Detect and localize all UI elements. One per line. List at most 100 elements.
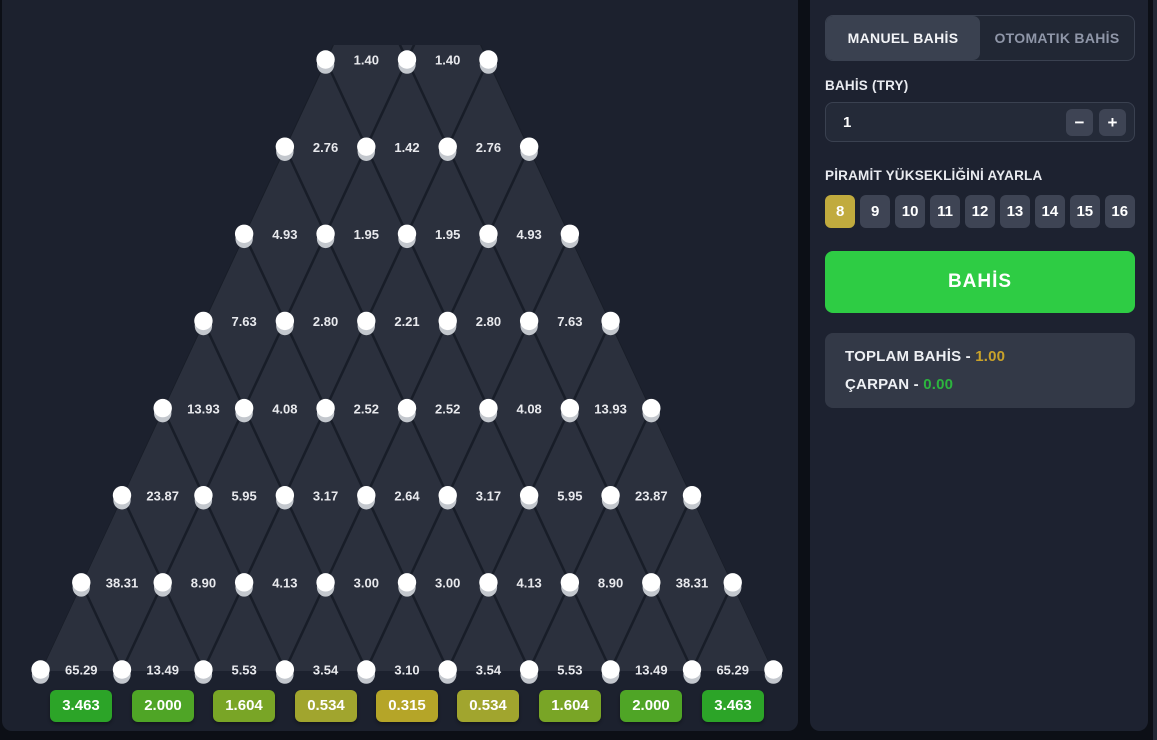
- multiplier-label: 2.80: [313, 314, 338, 329]
- slot-multiplier: 1.604: [539, 690, 601, 722]
- multiplier-label: 4.08: [516, 401, 541, 416]
- peg: [438, 311, 457, 336]
- peg: [72, 573, 91, 597]
- bet-amount-input[interactable]: [826, 112, 1060, 132]
- peg: [275, 137, 295, 161]
- peg: [234, 224, 254, 249]
- peg: [234, 398, 254, 423]
- multiplier-label: 4.13: [272, 576, 297, 591]
- peg: [479, 224, 498, 249]
- multiplier-label: 1.40: [354, 53, 379, 68]
- multiplier-line: ÇARPAN - 0.00: [845, 376, 1115, 393]
- bet-increase-button[interactable]: +: [1099, 108, 1126, 136]
- peg: [357, 660, 376, 684]
- peg: [682, 660, 702, 684]
- height-option-11[interactable]: 11: [929, 195, 961, 228]
- peg: [275, 311, 295, 336]
- peg: [519, 137, 539, 161]
- peg: [601, 486, 620, 510]
- slot-multiplier: 1.604: [213, 690, 275, 722]
- pyramid-height-options: 8 9 10 11 12 13 14 15 16: [825, 195, 1135, 228]
- peg: [479, 398, 498, 423]
- multiplier-label: 2.76: [476, 140, 501, 155]
- height-option-12[interactable]: 12: [964, 195, 996, 228]
- peg: [397, 398, 417, 423]
- multiplier-label: 65.29: [65, 663, 98, 678]
- multiplier-label: 2.80: [476, 314, 501, 329]
- multiplier-label: 1.95: [435, 227, 460, 242]
- height-option-14[interactable]: 14: [1034, 195, 1066, 228]
- multiplier-labels: 1.40 1.40 2.76 1.42 2.76 4.93 1.95 1.95 4.93 7.63…: [65, 53, 749, 678]
- slot-multiplier: 0.534: [457, 690, 519, 722]
- peg: [234, 573, 254, 597]
- peg: [519, 311, 539, 336]
- scrollbar[interactable]: [1153, 0, 1157, 740]
- height-option-9[interactable]: 9: [859, 195, 891, 228]
- bet-decrease-button[interactable]: −: [1066, 108, 1093, 136]
- peg: [642, 573, 661, 597]
- multiplier-label: 3.10: [394, 663, 419, 678]
- slot-multiplier: 3.463: [50, 690, 112, 722]
- peg: [479, 573, 498, 597]
- peg: [194, 660, 213, 684]
- game-board: 1.40 1.40 2.76 1.42 2.76 4.93 1.95 1.95 4.93 7.63…: [2, 0, 798, 731]
- multiplier-label: 4.93: [516, 227, 541, 242]
- multiplier-label: 3.17: [476, 488, 501, 503]
- bet-mode-tabs: MANUEL BAHİS OTOMATIK BAHİS: [825, 15, 1135, 61]
- height-option-10[interactable]: 10: [894, 195, 926, 228]
- peg: [357, 486, 376, 510]
- multiplier-label: 2.52: [435, 401, 460, 416]
- peg: [316, 398, 335, 423]
- multiplier-label: 1.95: [354, 227, 379, 242]
- peg: [479, 50, 498, 74]
- total-bet-line: TOPLAM BAHİS - 1.00: [845, 348, 1115, 365]
- multiplier-label: 38.31: [106, 576, 139, 591]
- tab-auto-bet[interactable]: OTOMATIK BAHİS: [980, 16, 1134, 60]
- peg: [397, 50, 417, 74]
- peg: [560, 224, 580, 249]
- peg: [438, 660, 457, 684]
- multiplier-label: 1.42: [394, 140, 419, 155]
- peg: [31, 660, 50, 684]
- peg: [153, 398, 172, 423]
- multiplier-label: 13.93: [187, 401, 220, 416]
- height-option-8[interactable]: 8: [825, 195, 856, 228]
- peg: [601, 660, 620, 684]
- multiplier-label: 5.95: [231, 488, 256, 503]
- height-option-15[interactable]: 15: [1069, 195, 1100, 228]
- peg: [357, 137, 376, 161]
- multiplier-label: 4.08: [272, 401, 297, 416]
- place-bet-button[interactable]: BAHİS: [825, 251, 1135, 313]
- pyramid-svg: 1.40 1.40 2.76 1.42 2.76 4.93 1.95 1.95 4.93 7.63…: [31, 45, 783, 684]
- multiplier-label: ÇARPAN -: [845, 376, 919, 393]
- multiplier-label: 2.76: [313, 140, 338, 155]
- pyramid-background: [40, 45, 774, 671]
- bet-amount-field: − +: [825, 102, 1135, 142]
- height-option-16[interactable]: 16: [1104, 195, 1135, 228]
- multiplier-label: 3.54: [476, 663, 502, 678]
- total-bet-value: 1.00: [975, 348, 1006, 365]
- peg: [438, 137, 457, 161]
- slot-multiplier: 0.534: [295, 690, 357, 722]
- peg: [153, 573, 172, 597]
- tab-manual-bet[interactable]: MANUEL BAHİS: [826, 16, 980, 60]
- multiplier-label: 23.87: [146, 488, 179, 503]
- multiplier-label: 3.17: [313, 488, 338, 503]
- peg: [112, 486, 132, 510]
- multiplier-label: 38.31: [676, 576, 709, 591]
- multiplier-label: 8.90: [598, 576, 623, 591]
- multiplier-label: 7.63: [231, 314, 256, 329]
- peg: [275, 486, 295, 510]
- multiplier-value: 0.00: [923, 376, 954, 393]
- peg: [438, 486, 457, 510]
- slot-multiplier-row: 3.463 2.000 1.604 0.534 0.315 0.534 1.604 2.000…: [2, 0, 798, 731]
- peg: [560, 573, 580, 597]
- multiplier-label: 65.29: [716, 663, 749, 678]
- multiplier-label: 5.95: [557, 488, 582, 503]
- peg: [397, 224, 417, 249]
- slot-multiplier: 3.463: [702, 690, 764, 722]
- height-option-13[interactable]: 13: [999, 195, 1031, 228]
- multiplier-label: 3.54: [313, 663, 339, 678]
- multiplier-label: 5.53: [557, 663, 582, 678]
